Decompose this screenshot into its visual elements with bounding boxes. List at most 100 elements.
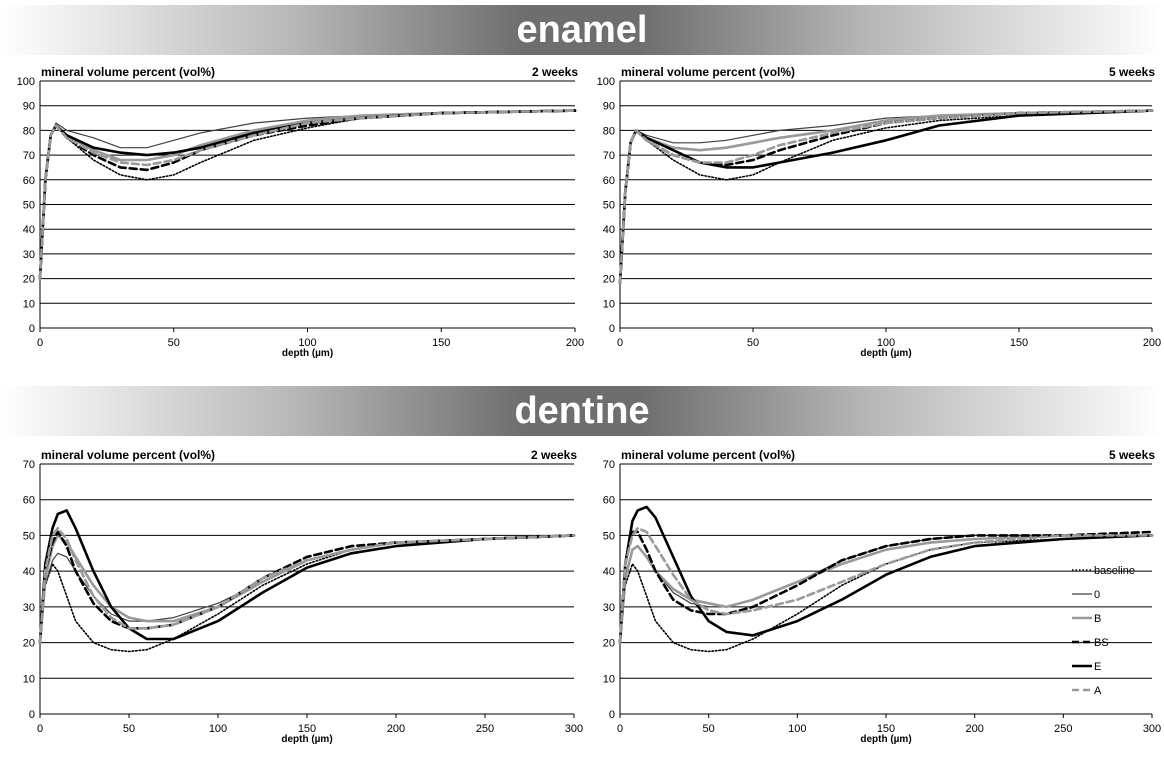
dentine-5wk-series-BS — [618, 530, 1154, 644]
dentine-2wk-ytick-label-50: 50 — [23, 530, 35, 542]
dentine-5wk-xtick-label-100: 100 — [788, 723, 806, 735]
enamel-2wk-ytick-label-60: 60 — [23, 175, 35, 187]
enamel-2wk-ytick-label-40: 40 — [23, 224, 35, 236]
enamel-2wk-xtick-label-200: 200 — [566, 337, 584, 349]
enamel-2wk-xlabel: depth (µm) — [282, 348, 333, 359]
dentine-2wk-ytick-label-70: 70 — [23, 459, 35, 471]
enamel-5wk-series-A — [618, 109, 1154, 285]
enamel-5wk-series-BS — [618, 109, 1154, 285]
dentine-2wk-series-E — [38, 509, 576, 644]
enamel-5wk-ytick-label-90: 90 — [603, 101, 615, 113]
enamel-5wk-ytick-label-30: 30 — [603, 249, 615, 261]
dentine-5wk-ytick-label-10: 10 — [603, 673, 615, 685]
dentine-5wk-ytick-label-0: 0 — [609, 709, 615, 721]
enamel-5wk-ytick-label-10: 10 — [603, 298, 615, 310]
dentine-2wk-xtick-label-300: 300 — [565, 723, 583, 735]
dentine-5wk-xtick-label-150: 150 — [877, 723, 895, 735]
dentine-2wk-ytick-label-20: 20 — [23, 638, 35, 650]
dentine-5wk-legend-label-baseline: baseline — [1094, 565, 1135, 577]
dentine-2wk-series-BS — [38, 530, 576, 644]
enamel-5wk-series-baseline — [619, 109, 1153, 285]
dentine-2wk-title: mineral volume percent (vol%) — [41, 448, 215, 462]
dentine-5wk-ytick-label-60: 60 — [603, 495, 615, 507]
dentine-section-title: dentine — [514, 389, 650, 432]
enamel-5wk-xlabel: depth (µm) — [860, 348, 911, 359]
dentine-5wk-title: mineral volume percent (vol%) — [621, 448, 795, 462]
enamel-5wk-ytick-label-100: 100 — [597, 76, 615, 88]
enamel-5wk-xtick-label-0: 0 — [617, 337, 623, 349]
dentine-2wk-xtick-label-50: 50 — [123, 723, 135, 735]
enamel-2wk-ytick-label-30: 30 — [23, 249, 35, 261]
dentine-5wk-xtick-label-300: 300 — [1143, 723, 1161, 735]
enamel-2wk-ytick-label-0: 0 — [29, 323, 35, 335]
dentine-5wk-series-A — [618, 527, 1154, 644]
dentine-2wk-series-0 — [39, 534, 575, 644]
enamel-5wk-ytick-label-40: 40 — [603, 224, 615, 236]
dentine-5wk-series-B — [618, 534, 1154, 644]
enamel-2wk-ytick-label-70: 70 — [23, 150, 35, 162]
enamel-5wk-ytick-label-50: 50 — [603, 200, 615, 212]
dentine-5wk-xtick-label-200: 200 — [965, 723, 983, 735]
enamel-2wk-ytick-label-80: 80 — [23, 125, 35, 137]
enamel-2wk-subtitle: 2 weeks — [532, 65, 578, 79]
enamel-2wk-ytick-label-50: 50 — [23, 200, 35, 212]
dentine-2wk-ytick-label-30: 30 — [23, 602, 35, 614]
dentine-5wk-legend-label-E: E — [1094, 661, 1101, 673]
enamel-5wk-ytick-label-0: 0 — [609, 323, 615, 335]
dentine-2wk-xtick-label-150: 150 — [298, 723, 316, 735]
enamel-5wk-subtitle: 5 weeks — [1109, 65, 1155, 79]
dentine-5wk-ytick-label-70: 70 — [603, 459, 615, 471]
dentine-5wk-xtick-label-50: 50 — [703, 723, 715, 735]
dentine-2wk-xtick-label-0: 0 — [37, 723, 43, 735]
enamel-2wk-xtick-label-150: 150 — [432, 337, 450, 349]
dentine-2wk-ytick-label-40: 40 — [23, 566, 35, 578]
dentine-2wk-xlabel: depth (µm) — [281, 734, 332, 745]
enamel-section-title: enamel — [516, 8, 648, 51]
dentine-5wk-ytick-label-20: 20 — [603, 638, 615, 650]
dentine-2wk-xtick-label-250: 250 — [476, 723, 494, 735]
dentine-section-header: dentine — [0, 386, 1164, 436]
dentine-5wk-legend-label-A: A — [1094, 685, 1102, 697]
enamel-2wk-xtick-label-0: 0 — [37, 337, 43, 349]
enamel-2wk-ytick-label-20: 20 — [23, 274, 35, 286]
dentine-2wk-ytick-label-10: 10 — [23, 673, 35, 685]
dentine-5wk-ytick-label-50: 50 — [603, 530, 615, 542]
enamel-5wk-xtick-label-150: 150 — [1010, 337, 1028, 349]
dentine-5wk-xtick-label-250: 250 — [1054, 723, 1072, 735]
dentine-5wk-legend-label-B: B — [1094, 613, 1101, 625]
dentine-5wk-series-0 — [619, 534, 1153, 644]
enamel-5wk-xtick-label-200: 200 — [1143, 337, 1161, 349]
dentine-5wk-ytick-label-30: 30 — [603, 602, 615, 614]
enamel-2wk-ytick-label-100: 100 — [17, 76, 35, 88]
enamel-5wk-title: mineral volume percent (vol%) — [621, 65, 795, 79]
dentine-2wk-xtick-label-200: 200 — [387, 723, 405, 735]
dentine-5wk-series-E — [618, 505, 1154, 644]
enamel-5wk-xtick-label-50: 50 — [747, 337, 759, 349]
dentine-2wk-ytick-label-60: 60 — [23, 495, 35, 507]
enamel-2wk-series-A — [38, 109, 577, 280]
enamel-2wk-ytick-label-90: 90 — [23, 101, 35, 113]
dentine-5wk-ytick-label-40: 40 — [603, 566, 615, 578]
enamel-5wk-xtick-label-100: 100 — [877, 337, 895, 349]
enamel-5wk-ytick-label-20: 20 — [603, 274, 615, 286]
enamel-5wk-series-E — [618, 109, 1154, 285]
dentine-2wk-xtick-label-100: 100 — [209, 723, 227, 735]
enamel-section-header: enamel — [0, 5, 1164, 55]
enamel-5wk-ytick-label-60: 60 — [603, 175, 615, 187]
dentine-2wk-subtitle: 2 weeks — [531, 448, 577, 462]
enamel-2wk-xtick-label-50: 50 — [168, 337, 180, 349]
dentine-2wk-series-baseline — [39, 534, 575, 653]
dentine-5wk-xtick-label-0: 0 — [617, 723, 623, 735]
dentine-5wk-legend-label-BS: BS — [1094, 637, 1109, 649]
dentine-5wk-legend-label-0: 0 — [1094, 589, 1100, 601]
enamel-2wk-ytick-label-10: 10 — [23, 298, 35, 310]
dentine-2wk-series-B — [38, 534, 576, 644]
dentine-5wk-xlabel: depth (µm) — [860, 734, 911, 745]
enamel-2wk-xtick-label-100: 100 — [298, 337, 316, 349]
enamel-5wk-ytick-label-70: 70 — [603, 150, 615, 162]
enamel-2wk-title: mineral volume percent (vol%) — [41, 65, 215, 79]
enamel-5wk-series-B — [618, 109, 1154, 285]
dentine-2wk-ytick-label-0: 0 — [29, 709, 35, 721]
enamel-5wk-series-0 — [619, 110, 1153, 285]
